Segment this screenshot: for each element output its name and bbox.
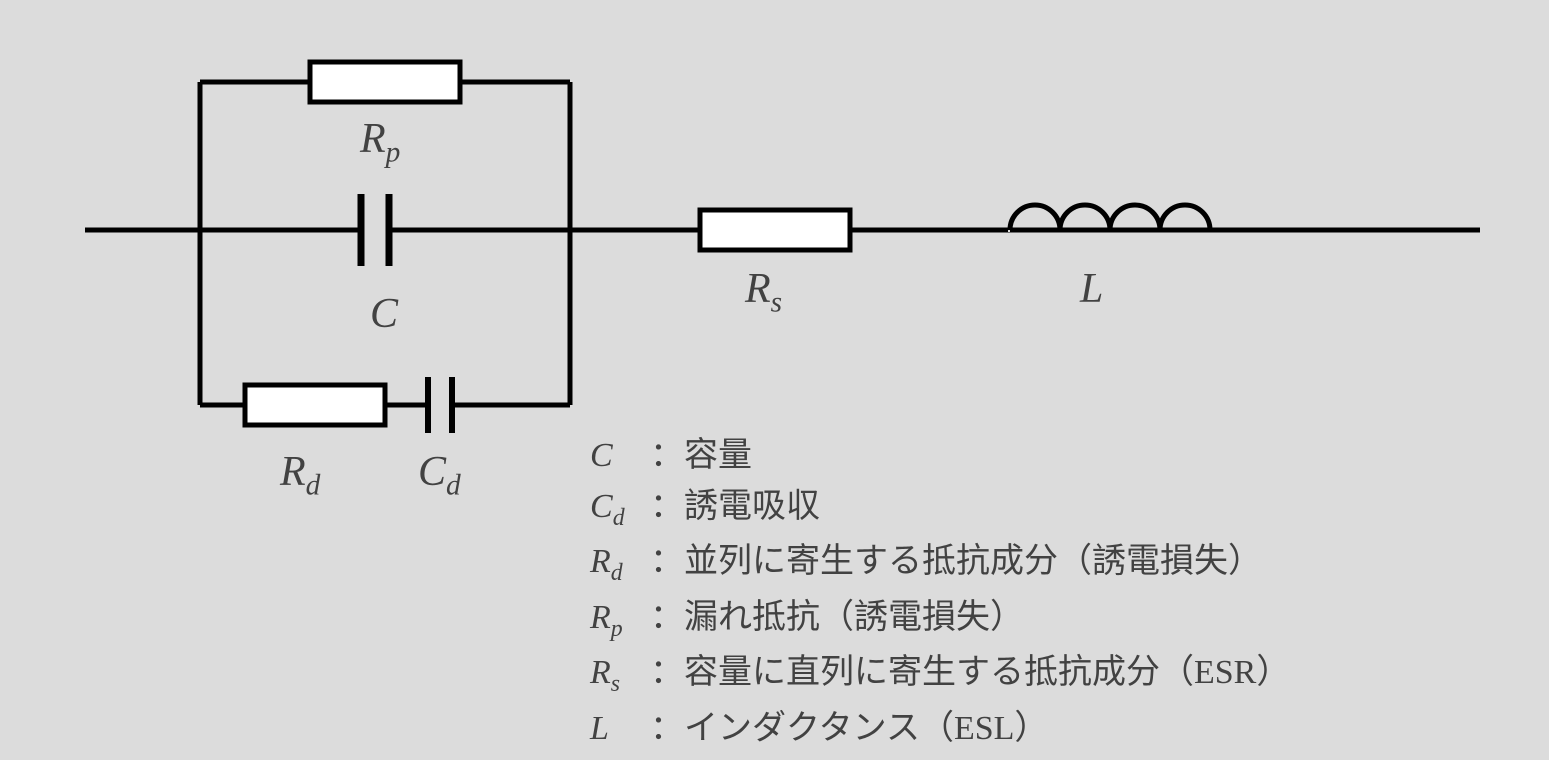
legend-symbol: Rs <box>590 647 650 702</box>
label-c: C <box>370 290 398 338</box>
legend-description: ：インダクタンス（ESL） <box>650 703 1048 754</box>
legend-symbol: Rd <box>590 536 650 591</box>
legend-row: Cd：誘電吸収 <box>590 481 1290 536</box>
legend-description: ：誘電吸収 <box>650 481 820 532</box>
legend-description: ：容量 <box>650 430 752 481</box>
legend-description: ：漏れ抵抗（誘電損失） <box>650 592 1024 643</box>
label-l: L <box>1080 265 1103 313</box>
legend-row: L：インダクタンス（ESL） <box>590 703 1290 754</box>
legend-symbol: Rp <box>590 592 650 647</box>
label-cd: Cd <box>418 448 461 502</box>
legend-row: C：容量 <box>590 430 1290 481</box>
legend-row: Rd：並列に寄生する抵抗成分（誘電損失） <box>590 536 1290 591</box>
legend-description: ：並列に寄生する抵抗成分（誘電損失） <box>650 536 1262 587</box>
legend-symbol: Cd <box>590 481 650 536</box>
label-rs: Rs <box>745 265 782 319</box>
label-rd: Rd <box>280 448 320 502</box>
legend: C：容量Cd：誘電吸収Rd：並列に寄生する抵抗成分（誘電損失）Rp：漏れ抵抗（誘… <box>590 430 1290 754</box>
legend-symbol: C <box>590 430 650 481</box>
legend-row: Rp：漏れ抵抗（誘電損失） <box>590 592 1290 647</box>
legend-row: Rs：容量に直列に寄生する抵抗成分（ESR） <box>590 647 1290 702</box>
label-rp: Rp <box>360 115 400 169</box>
legend-symbol: L <box>590 703 650 754</box>
legend-description: ：容量に直列に寄生する抵抗成分（ESR） <box>650 647 1290 698</box>
